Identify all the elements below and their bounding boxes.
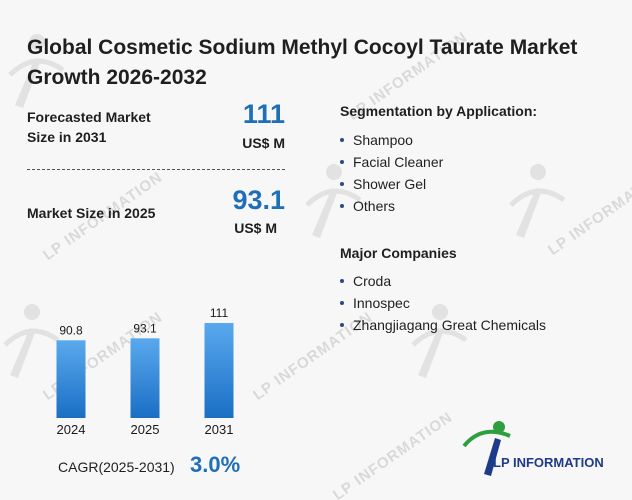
segment-label: Facial Cleaner bbox=[353, 154, 444, 170]
segmentation-title: Segmentation by Application: bbox=[340, 103, 538, 119]
bullet-icon bbox=[340, 182, 344, 186]
list-item: Shower Gel bbox=[340, 173, 443, 195]
lp-information-logo bbox=[462, 421, 511, 476]
company-label: Zhangjiagang Great Chemicals bbox=[353, 317, 546, 333]
bar-value-label: 90.8 bbox=[59, 323, 83, 337]
x-tick-label: 2031 bbox=[205, 422, 234, 437]
cagr-value: 3.0% bbox=[190, 452, 241, 477]
list-item: Innospec bbox=[340, 292, 546, 314]
bar-value-label: 111 bbox=[210, 306, 229, 320]
list-item: Zhangjiagang Great Chemicals bbox=[340, 314, 546, 336]
current-value: 93.1 bbox=[232, 185, 285, 215]
kpi-divider bbox=[27, 169, 285, 170]
bar-2024 bbox=[56, 340, 86, 418]
company-label: Croda bbox=[353, 273, 392, 289]
current-unit: US$ M bbox=[234, 220, 277, 236]
forecast-label-line1: Forecasted Market bbox=[27, 109, 151, 125]
companies-list: Croda Innospec Zhangjiagang Great Chemic… bbox=[340, 270, 546, 336]
segment-label: Shampoo bbox=[353, 132, 413, 148]
forecast-unit: US$ M bbox=[242, 135, 285, 151]
cagr-label: CAGR(2025-2031) bbox=[58, 459, 175, 475]
list-item: Croda bbox=[340, 270, 546, 292]
companies-title: Major Companies bbox=[340, 245, 457, 261]
page-title: Global Cosmetic Sodium Methyl Cocoyl Tau… bbox=[27, 36, 578, 89]
bullet-icon bbox=[340, 204, 344, 208]
bullet-icon bbox=[340, 301, 344, 305]
list-item: Others bbox=[340, 195, 443, 217]
bullet-icon bbox=[340, 138, 344, 142]
current-label: Market Size in 2025 bbox=[27, 205, 156, 221]
bullet-icon bbox=[340, 279, 344, 283]
forecast-label: Forecasted Market Size in 2031 bbox=[27, 107, 151, 147]
segmentation-list: Shampoo Facial Cleaner Shower Gel Others bbox=[340, 129, 443, 217]
segment-label: Others bbox=[353, 198, 396, 214]
x-tick-label: 2025 bbox=[131, 422, 160, 437]
bar-value-label: 93.1 bbox=[133, 321, 157, 335]
forecast-value: 111 bbox=[242, 99, 285, 129]
forecast-label-line2: Size in 2031 bbox=[27, 129, 107, 145]
bullet-icon bbox=[340, 323, 344, 327]
bar-2031 bbox=[204, 323, 234, 418]
bullet-icon bbox=[340, 160, 344, 164]
x-tick-label: 2024 bbox=[57, 422, 86, 437]
company-label: Innospec bbox=[353, 295, 410, 311]
list-item: Facial Cleaner bbox=[340, 151, 443, 173]
bar-2025 bbox=[130, 338, 160, 418]
list-item: Shampoo bbox=[340, 129, 443, 151]
logo-text: LP INFORMATION bbox=[493, 455, 604, 470]
segment-label: Shower Gel bbox=[353, 176, 427, 192]
